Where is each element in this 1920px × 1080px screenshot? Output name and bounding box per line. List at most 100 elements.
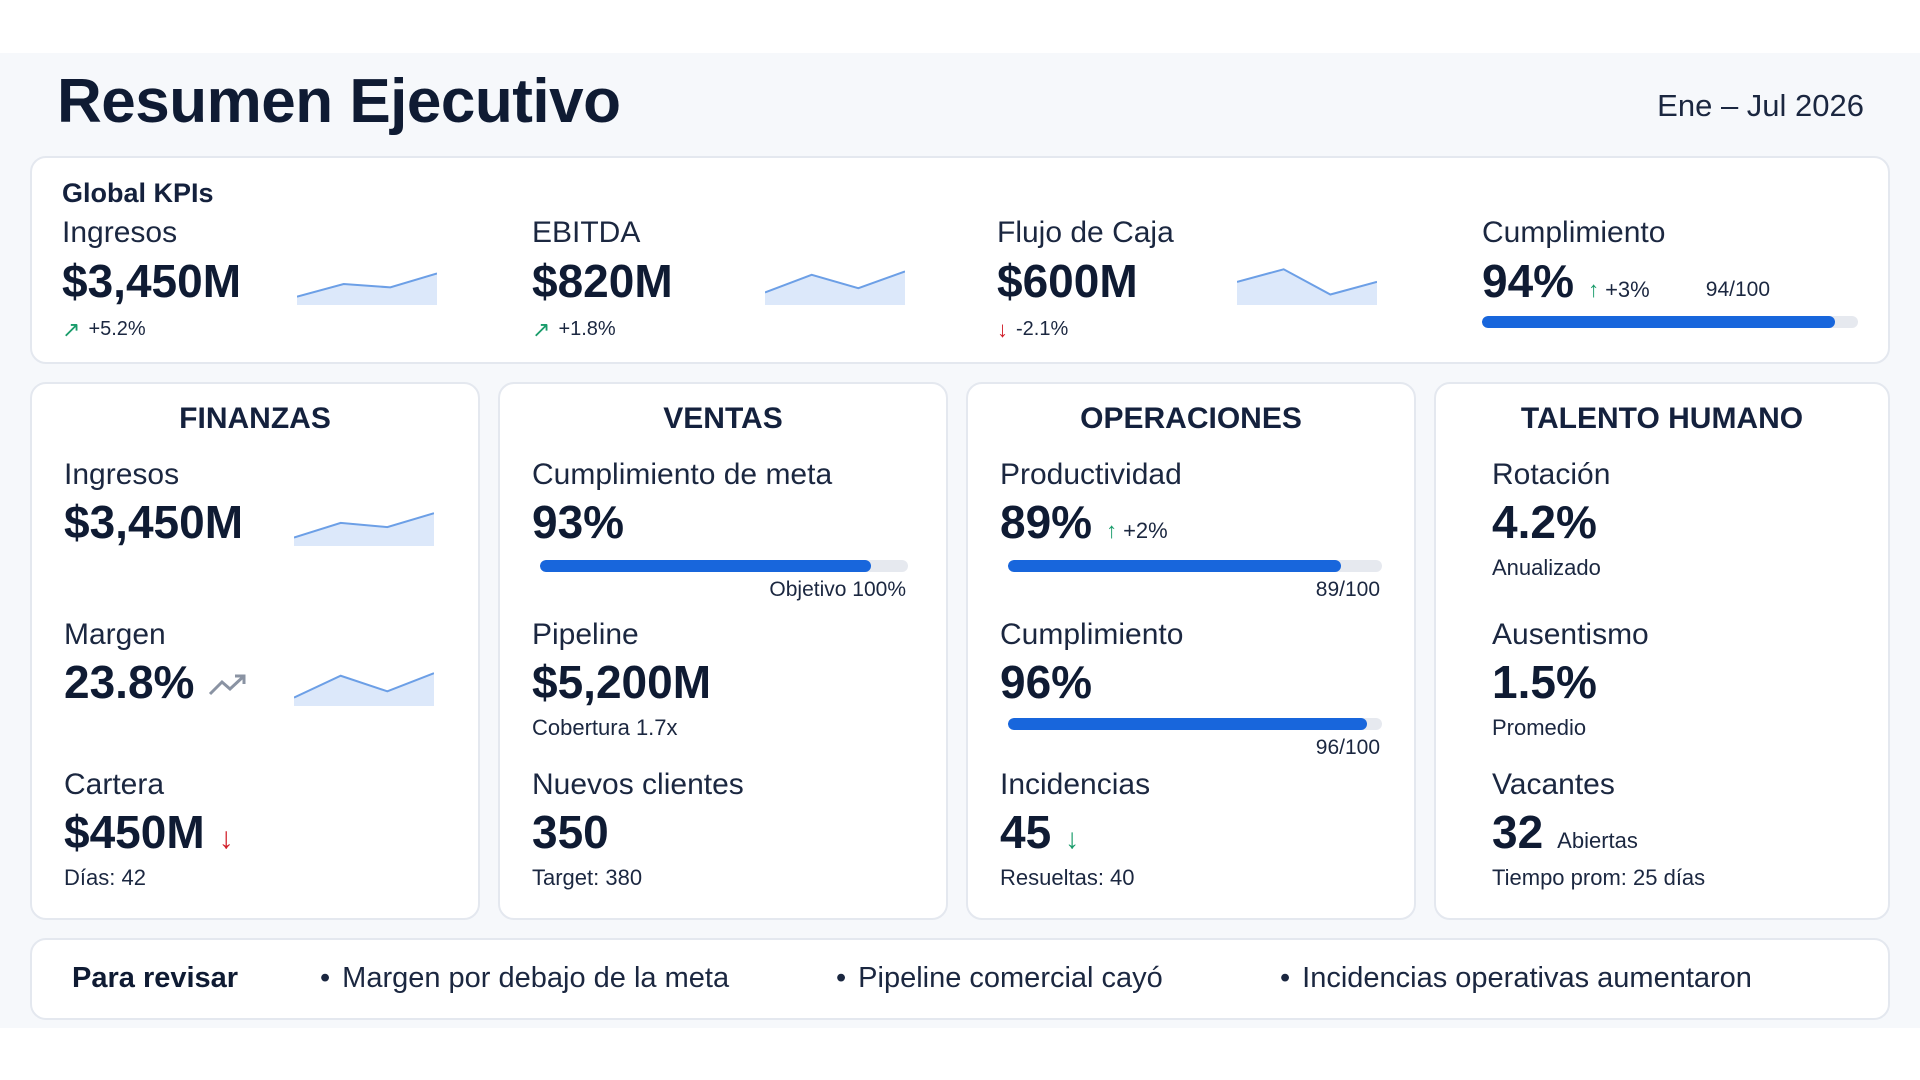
- metric-value: 93%: [532, 496, 625, 548]
- metric-sub: Target: 380: [532, 864, 643, 890]
- metric-change-value: +2%: [1123, 518, 1168, 543]
- metric-sub: Promedio: [1492, 714, 1587, 740]
- metric-value: 32: [1492, 806, 1544, 858]
- metric-value-row: 32 Abiertas: [1492, 806, 1705, 859]
- kpi-change-value: -2.1%: [1016, 318, 1069, 341]
- metric-sub: Cobertura 1.7x: [532, 714, 678, 740]
- metric-incidencias[interactable]: Incidencias 45 ↓ Resueltas: 40: [1000, 768, 1150, 891]
- metric-value: 96%: [1000, 656, 1093, 708]
- global-kpis-title: Global KPIs: [62, 178, 214, 208]
- metric-rotacion[interactable]: Rotación 4.2% Anualizado: [1492, 458, 1610, 581]
- progress-fill: [540, 560, 872, 572]
- metric-vacantes[interactable]: Vacantes 32 Abiertas Tiempo prom: 25 día…: [1492, 768, 1705, 891]
- metric-cumplimiento[interactable]: Cumplimiento 96%: [1000, 618, 1183, 709]
- metric-label: Pipeline: [532, 618, 639, 651]
- metric-value-row: 23.8%: [64, 656, 248, 709]
- metric-sub: Días: 42: [64, 864, 146, 890]
- review-item[interactable]: Pipeline comercial cayó: [836, 962, 1163, 995]
- sparkline-flujo-de-caja: [1237, 268, 1377, 305]
- kpi-ingresos[interactable]: Ingresos $3,450M ↗ +5.2%: [62, 216, 241, 343]
- global-kpis-card: Global KPIs Ingresos $3,450M ↗ +5.2% EBI…: [30, 156, 1890, 364]
- para-revisar-card: Para revisar Margen por debajo de la met…: [30, 938, 1890, 1020]
- metric-value-row: 89% ↑ +2%: [1000, 496, 1182, 549]
- metric-label: Cumplimiento de meta: [532, 458, 833, 491]
- metric-label: Rotación: [1492, 458, 1611, 491]
- metric-label: Ausentismo: [1492, 618, 1649, 651]
- metric-sub: Anualizado: [1492, 554, 1601, 580]
- operaciones-card: OPERACIONES Productividad 89% ↑ +2% 89/1…: [966, 382, 1416, 920]
- progress-fill: [1008, 718, 1368, 730]
- kpi-change: ↓ -2.1%: [997, 317, 1174, 343]
- metric-label: Ingresos: [64, 458, 180, 491]
- section-title: VENTAS: [663, 402, 783, 435]
- sparkline-line: [294, 672, 434, 699]
- metric-value: 350: [532, 806, 609, 858]
- metric-value: 89%: [1000, 496, 1093, 548]
- sparkline-ingresos: [297, 272, 437, 305]
- kpi-value: $3,450M: [62, 255, 242, 307]
- metric-label: Cumplimiento: [1000, 618, 1184, 651]
- kpi-change: ↑ +3%: [1588, 277, 1650, 302]
- page-title: Resumen Ejecutivo: [57, 67, 621, 136]
- arrow-up-icon: ↑: [1106, 518, 1118, 543]
- sparkline-line: [765, 270, 905, 294]
- kpi-score: 94/100: [1705, 278, 1770, 301]
- kpi-flujo-de-caja[interactable]: Flujo de Caja $600M ↓ -2.1%: [997, 216, 1174, 343]
- metric-value: $3,450M: [64, 496, 244, 548]
- ventas-card: VENTAS Cumplimiento de meta 93% Objetivo…: [498, 382, 948, 920]
- progress-fill: [1008, 560, 1341, 572]
- kpi-value: $600M: [997, 255, 1138, 307]
- progress-fill: [1482, 316, 1836, 328]
- section-title: OPERACIONES: [1080, 402, 1302, 435]
- review-item[interactable]: Margen por debajo de la meta: [320, 962, 729, 995]
- metric-label: Nuevos clientes: [532, 768, 744, 801]
- kpi-label: Cumplimiento: [1482, 216, 1666, 249]
- section-title: TALENTO HUMANO: [1520, 402, 1804, 435]
- sparkline-ebitda: [765, 270, 905, 305]
- finanzas-card: FINANZAS Ingresos $3,450M Margen 23.8% C…: [30, 382, 480, 920]
- metric-inline-sub: Abiertas: [1557, 828, 1638, 853]
- kpi-change: ↗ +5.2%: [62, 317, 241, 343]
- sparkline-line: [297, 272, 437, 298]
- metric-sub: Resueltas: 40: [1000, 864, 1135, 890]
- arrow-down-icon: ↓: [218, 822, 234, 855]
- kpi-change-value: +3%: [1605, 277, 1650, 302]
- sparkline-area: [294, 673, 434, 706]
- bar-caption: 96/100: [1315, 736, 1380, 759]
- kpi-label: Flujo de Caja: [997, 216, 1174, 249]
- metric-nuevos-clientes[interactable]: Nuevos clientes 350 Target: 380: [532, 768, 744, 891]
- kpi-cumplimiento[interactable]: Cumplimiento 94% ↑ +3%: [1482, 216, 1665, 307]
- metric-value-row: $450M ↓: [64, 806, 234, 859]
- metric-ingresos[interactable]: Ingresos $3,450M: [64, 458, 243, 549]
- metric-label: Margen: [64, 618, 166, 651]
- kpi-value-row: 94% ↑ +3%: [1482, 256, 1665, 307]
- metric-pipeline[interactable]: Pipeline $5,200M Cobertura 1.7x: [532, 618, 711, 741]
- date-range[interactable]: Ene – Jul 2026: [1657, 88, 1864, 123]
- sparkline-area: [1237, 269, 1377, 305]
- arrow-down-icon: ↓: [1065, 823, 1080, 854]
- metric-sub: Tiempo prom: 25 días: [1492, 864, 1706, 890]
- metric-label: Cartera: [64, 768, 165, 801]
- kpi-change: ↗ +1.8%: [532, 317, 673, 343]
- talento-humano-card: TALENTO HUMANO Rotación 4.2% Anualizado …: [1434, 382, 1890, 920]
- metric-cartera[interactable]: Cartera $450M ↓ Días: 42: [64, 768, 234, 891]
- metric-value: 1.5%: [1492, 656, 1597, 708]
- kpi-ebitda[interactable]: EBITDA $820M ↗ +1.8%: [532, 216, 673, 343]
- sparkline-area: [294, 513, 434, 546]
- metric-value: 23.8%: [64, 656, 195, 708]
- review-item[interactable]: Incidencias operativas aumentaron: [1280, 962, 1752, 995]
- metric-change: ↑ +2%: [1106, 518, 1168, 543]
- metric-value-row: 45 ↓: [1000, 806, 1150, 859]
- metric-ausentismo[interactable]: Ausentismo 1.5% Promedio: [1492, 618, 1649, 741]
- metric-label: Incidencias: [1000, 768, 1151, 801]
- kpi-change-value: +1.8%: [558, 318, 616, 341]
- metric-margen[interactable]: Margen 23.8%: [64, 618, 248, 709]
- arrow-down-icon: ↓: [997, 316, 1008, 342]
- metric-value: $5,200M: [532, 656, 712, 708]
- arrow-up-right-icon: ↗: [532, 316, 551, 342]
- bar-caption: Objetivo 100%: [769, 578, 906, 601]
- compliance-progress-bar: [1482, 316, 1858, 328]
- kpi-value: 94%: [1482, 255, 1575, 307]
- metric-cumplimiento-meta[interactable]: Cumplimiento de meta 93%: [532, 458, 832, 549]
- metric-productividad[interactable]: Productividad 89% ↑ +2%: [1000, 458, 1182, 549]
